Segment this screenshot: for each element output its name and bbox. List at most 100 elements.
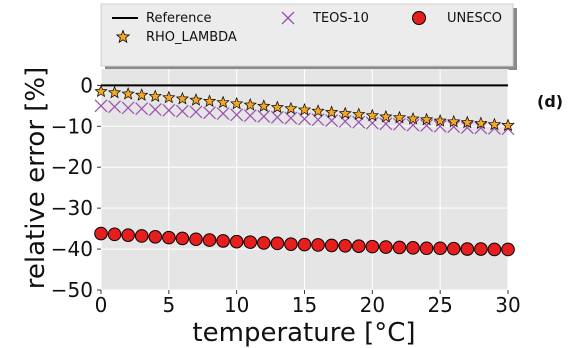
x-axis-label: temperature [°C] [192, 318, 415, 348]
legend-rho-lambda-star-icon [115, 29, 131, 44]
unesco-point [324, 238, 339, 253]
rho-lambda-point [107, 85, 122, 99]
rho-lambda-point [135, 88, 149, 101]
rho-lambda-point [175, 91, 190, 105]
y-tick-label: −50 [51, 278, 93, 302]
rho-lambda-point [338, 106, 352, 120]
unesco-point [162, 230, 176, 245]
teos-10-point [230, 108, 244, 122]
teos-10-point [257, 110, 271, 123]
unesco-point [433, 241, 447, 256]
teos-10-point [148, 103, 162, 116]
unesco-point [257, 236, 271, 250]
teos-10-point [433, 119, 447, 133]
unesco-point [392, 240, 407, 255]
unesco-point [134, 229, 149, 243]
panel-label: (d) [537, 92, 563, 111]
unesco-point [284, 237, 298, 251]
teos-10-point [406, 118, 420, 132]
y-tick-label: −40 [51, 237, 93, 261]
unesco-point [474, 242, 488, 256]
rho-lambda-point [284, 101, 298, 115]
x-tick-label: 20 [360, 293, 385, 317]
rho-lambda-point [447, 114, 461, 128]
teos-10-point [216, 107, 230, 121]
teos-10-point [393, 117, 406, 131]
rho-lambda-point [189, 93, 203, 106]
teos-10-point [203, 106, 216, 120]
unesco-point [311, 238, 325, 252]
x-tick-label: 0 [95, 293, 108, 317]
rho-lambda-point [311, 104, 325, 117]
rho-lambda-point [162, 90, 176, 104]
unesco-point [460, 242, 475, 256]
teos-10-point [379, 117, 393, 131]
teos-10-point [243, 109, 257, 123]
unesco-point [202, 233, 217, 247]
y-tick-label: −10 [51, 114, 93, 138]
rho-lambda-point [460, 115, 474, 129]
tick-layer: 0 5 10 15 20 25 30 0 −10 −20 −30 −40 −50 [51, 73, 521, 317]
rho-lambda-point [419, 112, 434, 126]
x-tick-label: 30 [495, 293, 520, 317]
teos-10-point [189, 105, 203, 119]
teos-10-point [460, 121, 474, 134]
teos-10-point [352, 115, 366, 129]
rho-lambda-point [406, 111, 420, 125]
teos-10-point [108, 100, 121, 114]
legend-label-rho-lambda: RHO_LAMBDA [146, 30, 237, 45]
rho-lambda-point [257, 99, 271, 112]
x-tick-label: 10 [224, 293, 249, 317]
unesco-point [406, 241, 420, 255]
unesco-point [487, 242, 502, 257]
unesco-point [501, 242, 515, 257]
rho-lambda-point [433, 114, 447, 127]
legend-unesco-circle-icon [412, 11, 426, 25]
legend: Reference TEOS-10 UNESCO RHO_LAMBDA [100, 3, 517, 70]
legend-teos10-x-icon [281, 11, 295, 25]
rho-lambda-point [379, 109, 393, 123]
y-axis-label: relative error [%] [21, 67, 51, 290]
teos-10-point [94, 99, 108, 113]
rho-lambda-point [216, 95, 230, 109]
unesco-point [419, 241, 434, 256]
teos-10-point [447, 120, 461, 134]
series-layer [94, 84, 515, 257]
rho-lambda-point [94, 84, 108, 98]
x-tick-label: 5 [162, 293, 175, 317]
x-tick-label: 15 [292, 293, 317, 317]
unesco-point [175, 231, 190, 246]
rho-lambda-point [501, 118, 515, 132]
unesco-point [297, 237, 312, 252]
teos-10-point [311, 113, 325, 127]
rho-lambda-point [121, 86, 135, 100]
y-tick-label: −30 [51, 196, 93, 220]
rho-lambda-point [202, 94, 217, 107]
rho-lambda-point [270, 100, 284, 114]
teos-10-point [365, 116, 379, 130]
rho-lambda-point [365, 108, 379, 122]
unesco-point [148, 229, 163, 244]
unesco-point [94, 226, 108, 241]
rho-lambda-point [487, 117, 502, 131]
unesco-point [351, 239, 366, 254]
unesco-point [121, 228, 135, 242]
y-tick-label: −20 [51, 155, 93, 179]
y-tick-label: 0 [80, 73, 93, 97]
rho-lambda-point [297, 102, 312, 116]
teos-10-point [338, 114, 352, 128]
rho-lambda-point [230, 96, 244, 110]
rho-lambda-point [474, 116, 488, 130]
teos-10-point [298, 112, 311, 126]
rho-lambda-point [352, 107, 366, 121]
unesco-point [216, 234, 230, 248]
legend-label-reference: Reference [146, 11, 211, 26]
legend-label-unesco: UNESCO [447, 11, 502, 26]
teos-10-point [325, 114, 339, 127]
unesco-point [270, 236, 285, 251]
teos-10-point [474, 121, 488, 135]
rho-lambda-point [243, 98, 257, 111]
legend-label-teos10: TEOS-10 [312, 11, 369, 26]
legend-box [100, 3, 514, 67]
unesco-point [446, 241, 461, 256]
